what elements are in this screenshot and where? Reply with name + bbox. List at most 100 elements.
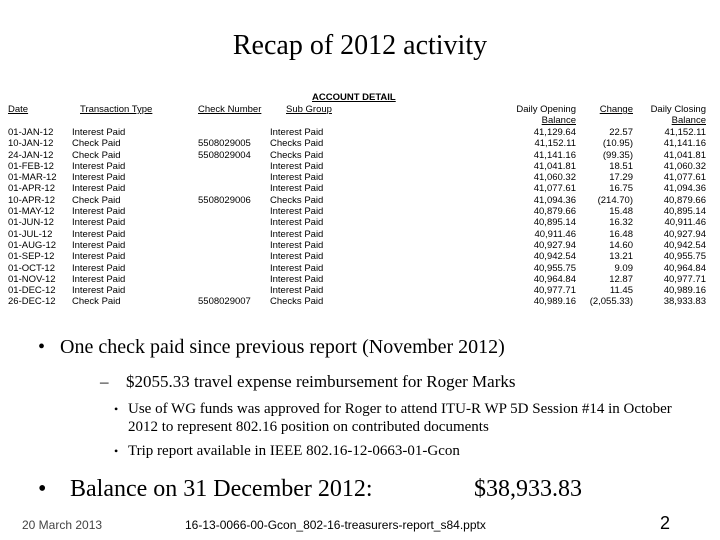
cell-opening-balance: 40,977.71 bbox=[533, 285, 576, 297]
table-row: 01-JUL-12 Interest Paid Interest Paid 40,91… bbox=[8, 229, 712, 240]
cell-sub-group: Interest Paid bbox=[270, 183, 324, 195]
cell-closing-balance: 41,077.61 bbox=[663, 172, 706, 184]
cell-opening-balance: 41,077.61 bbox=[533, 183, 576, 195]
cell-change: 14.60 bbox=[609, 239, 633, 251]
cell-sub-group: Interest Paid bbox=[270, 127, 324, 138]
bullet-level3: • Use of WG funds was approved for Roger … bbox=[114, 400, 704, 460]
cell-closing-balance: 40,895.14 bbox=[663, 206, 706, 218]
cell-type: Interest Paid bbox=[72, 251, 126, 263]
cell-sub-group: Interest Paid bbox=[270, 285, 324, 297]
cell-change: 9.09 bbox=[614, 262, 634, 274]
cell-type: Interest Paid bbox=[72, 127, 126, 138]
cell-sub-group: Interest Paid bbox=[270, 262, 324, 274]
header-close-line2: Balance bbox=[671, 115, 706, 126]
balance-amount: $38,933.83 bbox=[474, 476, 582, 502]
cell-closing-balance: 40,942.54 bbox=[663, 239, 706, 251]
cell-type: Interest Paid bbox=[72, 239, 126, 251]
table-row: 01-OCT-12 Interest Paid Interest Paid 40,95… bbox=[8, 263, 712, 274]
header-close-line1: Daily Closing bbox=[650, 104, 706, 115]
cell-opening-balance: 41,129.64 bbox=[533, 127, 576, 138]
cell-check-number: 5508029006 bbox=[198, 194, 251, 206]
sub-bullet-1: • Use of WG funds was approved for Roger … bbox=[114, 400, 704, 436]
cell-closing-balance: 41,094.36 bbox=[663, 183, 706, 195]
cell-opening-balance: 40,895.14 bbox=[533, 217, 576, 229]
cell-date: 24-JAN-12 bbox=[8, 149, 54, 161]
cell-sub-group: Checks Paid bbox=[270, 296, 324, 308]
table-row: 10-JAN-12 Check Paid 5508029005 Checks Paid… bbox=[8, 138, 712, 149]
cell-opening-balance: 40,879.66 bbox=[533, 206, 576, 218]
table-row: 01-JAN-12 Interest Paid Interest Paid 41,12… bbox=[8, 127, 712, 138]
cell-opening-balance: 41,094.36 bbox=[533, 194, 576, 206]
cell-change: 12.87 bbox=[609, 273, 633, 285]
cell-change: 16.75 bbox=[609, 183, 633, 195]
cell-date: 01-JUN-12 bbox=[8, 217, 54, 229]
cell-date: 01-MAR-12 bbox=[8, 172, 57, 184]
bullet-text: $2055.33 travel expense reimbursement fo… bbox=[126, 372, 516, 391]
cell-opening-balance: 40,989.16 bbox=[533, 296, 576, 308]
cell-closing-balance: 40,964.84 bbox=[663, 262, 706, 274]
cell-date: 01-FEB-12 bbox=[8, 160, 54, 172]
table-row: 24-JAN-12 Check Paid 5508029004 Checks Paid… bbox=[8, 150, 712, 161]
balance-line: • Balance on 31 December 2012: $38,933.83 bbox=[38, 476, 582, 503]
bullet-marker: • bbox=[114, 402, 119, 416]
cell-sub-group: Interest Paid bbox=[270, 172, 324, 184]
cell-opening-balance: 41,041.81 bbox=[533, 160, 576, 172]
cell-opening-balance: 41,152.11 bbox=[534, 138, 576, 150]
table-header: Date Transaction Type Check Number Sub G… bbox=[8, 104, 712, 126]
cell-type: Check Paid bbox=[72, 194, 121, 206]
bullet-level2: – $2055.33 travel expense reimbursement f… bbox=[100, 372, 515, 392]
header-type: Transaction Type bbox=[80, 104, 153, 115]
cell-sub-group: Interest Paid bbox=[270, 206, 324, 218]
table-row: 01-MAY-12 Interest Paid Interest Paid 40,87… bbox=[8, 206, 712, 217]
cell-closing-balance: 41,141.16 bbox=[663, 138, 706, 150]
table-row: 01-SEP-12 Interest Paid Interest Paid 40,94… bbox=[8, 251, 712, 262]
header-date: Date bbox=[8, 104, 29, 115]
cell-sub-group: Interest Paid bbox=[270, 228, 324, 240]
cell-date: 10-JAN-12 bbox=[8, 138, 54, 150]
cell-check-number: 5508029004 bbox=[198, 149, 251, 161]
bullet-marker: • bbox=[114, 444, 119, 458]
cell-date: 01-JUL-12 bbox=[8, 228, 53, 240]
cell-change: (214.70) bbox=[597, 194, 633, 206]
cell-sub-group: Interest Paid bbox=[270, 251, 324, 263]
cell-type: Interest Paid bbox=[72, 228, 126, 240]
dash-marker: – bbox=[100, 372, 109, 391]
footer-filename: 16-13-0066-00-Gcon_802-16-treasurers-rep… bbox=[185, 518, 486, 532]
cell-closing-balance: 40,977.71 bbox=[663, 273, 706, 285]
cell-closing-balance: 41,041.81 bbox=[663, 149, 706, 161]
bullet-marker: • bbox=[38, 336, 46, 358]
cell-closing-balance: 40,955.75 bbox=[663, 251, 706, 263]
cell-closing-balance: 40,879.66 bbox=[663, 194, 706, 206]
header-close: Daily Closing Balance bbox=[651, 104, 706, 126]
cell-date: 01-DEC-12 bbox=[8, 285, 56, 297]
cell-date: 10-APR-12 bbox=[8, 194, 55, 206]
cell-type: Check Paid bbox=[72, 149, 121, 161]
cell-sub-group: Checks Paid bbox=[270, 194, 324, 206]
header-sub: Sub Group bbox=[286, 104, 332, 115]
table-row: 01-AUG-12 Interest Paid Interest Paid 40,92… bbox=[8, 240, 712, 251]
cell-type: Interest Paid bbox=[72, 183, 126, 195]
cell-type: Check Paid bbox=[72, 296, 121, 308]
cell-date: 01-NOV-12 bbox=[8, 273, 56, 285]
table-row: 01-APR-12 Interest Paid Interest Paid 41,07… bbox=[8, 183, 712, 194]
table-caption: ACCOUNT DETAIL bbox=[312, 92, 396, 103]
cell-opening-balance: 41,060.32 bbox=[533, 172, 576, 184]
cell-sub-group: Interest Paid bbox=[270, 273, 324, 285]
slide-title: Recap of 2012 activity bbox=[232, 30, 488, 61]
cell-date: 01-MAY-12 bbox=[8, 206, 55, 218]
cell-type: Check Paid bbox=[72, 138, 121, 150]
cell-opening-balance: 40,964.84 bbox=[533, 273, 576, 285]
cell-sub-group: Checks Paid bbox=[270, 149, 324, 161]
header-open: Daily Opening Balance bbox=[516, 104, 576, 126]
cell-opening-balance: 40,942.54 bbox=[533, 251, 576, 263]
cell-change: 18.51 bbox=[609, 160, 633, 172]
cell-sub-group: Interest Paid bbox=[270, 160, 324, 172]
header-open-line2: Balance bbox=[541, 115, 576, 126]
table-row: 26-DEC-12 Check Paid 5508029007 Checks Paid… bbox=[8, 296, 712, 307]
bullet-marker: • bbox=[38, 476, 47, 502]
bullet-text: Trip report available in IEEE 802.16-12-… bbox=[128, 443, 460, 459]
table-row: 01-FEB-12 Interest Paid Interest Paid 41,04… bbox=[8, 161, 712, 172]
table-row: 01-DEC-12 Interest Paid Interest Paid 40,97… bbox=[8, 285, 712, 296]
header-open-line1: Daily Opening bbox=[516, 104, 576, 115]
cell-date: 01-SEP-12 bbox=[8, 251, 55, 263]
